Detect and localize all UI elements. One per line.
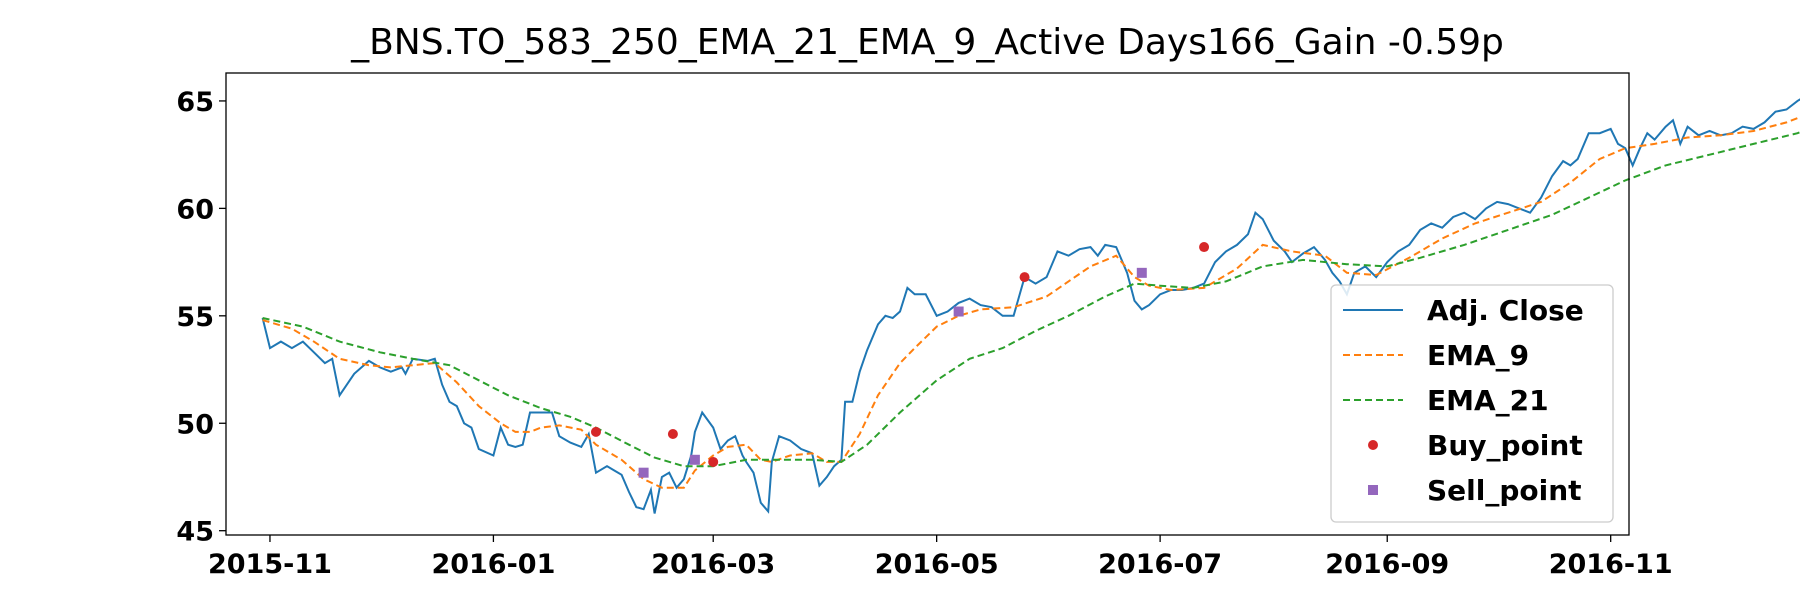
x-tick-label: 2016-09 <box>1325 549 1449 580</box>
buy-point-marker <box>667 429 678 440</box>
y-tick-label: 65 <box>176 87 214 118</box>
legend-swatch-buy-point <box>1368 440 1378 450</box>
buy-point-marker <box>590 426 601 437</box>
series-line-ema-9 <box>262 116 1800 489</box>
series-line-adj-close <box>261 98 1800 514</box>
legend-label-ema-21: EMA_21 <box>1427 384 1549 417</box>
buy-point-marker <box>708 456 719 467</box>
legend-box <box>1330 284 1614 523</box>
sell-point-marker <box>689 454 700 465</box>
buy-point-marker <box>1019 272 1030 283</box>
y-tick-label: 50 <box>176 409 214 440</box>
legend-label-adj-close: Adj. Close <box>1427 294 1584 327</box>
y-tick-label: 55 <box>176 302 214 333</box>
x-tick-label: 2016-05 <box>875 549 999 580</box>
sell-point-marker <box>953 306 964 317</box>
plot-frame <box>225 72 1630 536</box>
x-tick-label: 2016-03 <box>651 549 775 580</box>
x-tick-label: 2016-11 <box>1549 549 1673 580</box>
legend-swatch-sell-point <box>1368 485 1378 495</box>
legend-label-buy-point: Buy_point <box>1427 429 1583 462</box>
chart-title: _BNS.TO_583_250_EMA_21_EMA_9_Active Days… <box>351 22 1504 63</box>
buy-point-marker <box>1199 242 1210 253</box>
axes: 2015-11 2016-01 2016-03 2016-05 2016-07 2016-… <box>176 87 1672 580</box>
x-tick-label: 2015-11 <box>208 549 332 580</box>
plot-area <box>261 98 1800 514</box>
y-tick-label: 45 <box>176 517 214 548</box>
legend-label-sell-point: Sell_point <box>1427 474 1582 507</box>
legend: Adj. Close EMA_9 EMA_21 Buy_point Sell_point <box>1330 284 1614 523</box>
x-tick-label: 2016-07 <box>1098 549 1222 580</box>
legend-label-ema-9: EMA_9 <box>1427 339 1529 372</box>
sell-point-marker <box>638 467 649 478</box>
x-tick-label: 2016-01 <box>431 549 555 580</box>
sell-point-marker <box>1136 267 1147 278</box>
series-line-ema-21 <box>262 131 1800 468</box>
y-tick-label: 60 <box>176 194 214 225</box>
